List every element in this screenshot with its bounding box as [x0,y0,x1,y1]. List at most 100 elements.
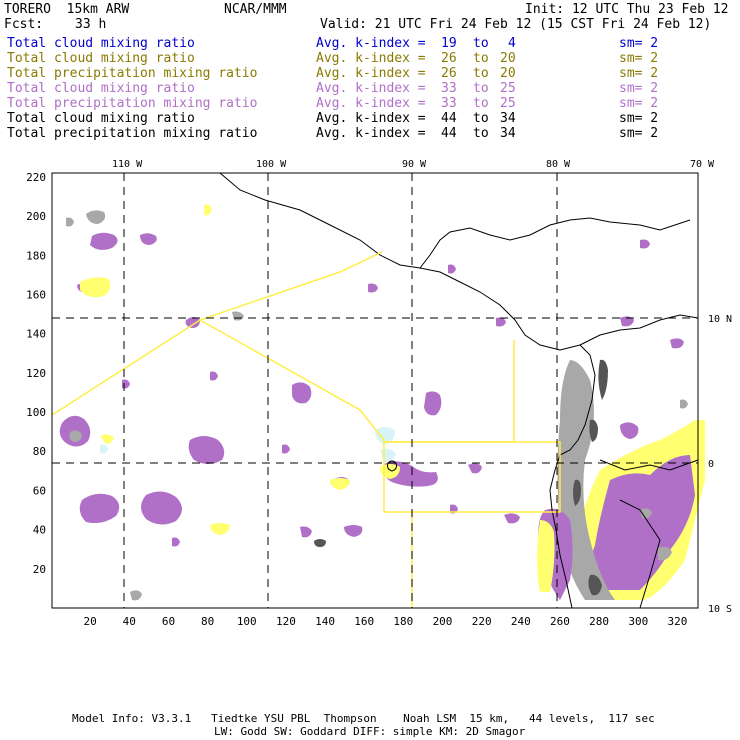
precip-field-south-america [537,360,705,600]
legend-to: to [473,126,489,141]
x-index-label: 60 [162,615,175,628]
legend-field: Total cloud mixing ratio [7,36,195,51]
cloud-cell [188,436,225,464]
precip-cell [330,478,350,490]
cloud-cell [185,317,200,328]
central-america-coast [219,172,581,351]
y-index-label: 200 [26,210,46,223]
legend-field: Total precipitation mixing ratio [7,66,258,81]
yellow-field [537,520,555,592]
lat-labels: 10 N 0 10 S [708,314,732,615]
precip-cell [210,523,230,535]
legend-field: Total cloud mixing ratio [7,81,195,96]
cloud-cell [90,232,118,250]
x-index-label: 180 [393,615,413,628]
x-index-label: 80 [201,615,214,628]
lon-label: 100 W [256,159,287,170]
y-index-labels: 220 200 180 160 140 120 100 80 60 40 20 [26,171,46,576]
cloud-cell [424,391,442,416]
legend-to: to [473,51,489,66]
y-index-label: 100 [26,406,46,419]
legend-to: to [473,111,489,126]
x-index-label: 260 [550,615,570,628]
x-index-label: 280 [589,615,609,628]
cloud-cell [670,338,684,349]
legend-kindex: Avg. k-index = [316,36,426,51]
legend-kindex: Avg. k-index = [316,81,426,96]
cloud-cell [368,283,378,293]
legend-kindex: Avg. k-index = [316,111,426,126]
forecast-hour: 33 h [75,17,107,32]
valid-time: Valid: 21 UTC Fri 24 Feb 12 (15 CST Fri … [320,17,712,32]
legend-high: 25 [500,96,516,111]
high-kindex-field [66,210,688,601]
legend-kindex: Avg. k-index = [316,96,426,111]
legend-smooth: sm= 2 [619,66,659,81]
map-frame [51,172,699,609]
legend-smooth: sm= 2 [619,81,659,96]
y-index-label: 160 [26,288,46,301]
precip-cell [80,277,111,298]
weather-map: 110 W 100 W 90 W 80 W 70 W 10 N 0 10 S 2… [26,159,732,628]
y-index-label: 40 [33,524,46,537]
physics-info: LW: Godd SW: Goddard DIFF: simple KM: 2D… [214,725,526,738]
x-index-label: 200 [433,615,453,628]
legend-low: 19 [441,36,457,51]
gray-cell [69,430,82,442]
legend-high: 34 [500,111,516,126]
init-time: Init: 12 UTC Thu 23 Feb 12 [525,2,729,17]
forecast-label: Fcst: [4,17,44,32]
gray-cell [658,546,672,561]
legend-low: 33 [441,81,457,96]
lon-label: 110 W [112,159,143,170]
legend-low: 33 [441,96,457,111]
org-label: NCAR/MMM [224,2,287,17]
dark-cell [314,539,326,547]
gray-cell [640,508,652,519]
legend-kindex: Avg. k-index = [316,51,426,66]
cloud-cell [448,264,456,274]
legend-high: 20 [500,66,516,81]
legend-high: 4 [508,36,516,51]
domain-line-inner [384,340,515,443]
graticule [52,173,698,608]
galapagos [387,460,397,472]
border-line [619,499,661,609]
legend-kindex: Avg. k-index = [316,126,426,141]
precip-mixing-field [80,204,400,535]
lon-label: 80 W [546,159,571,170]
x-index-labels: 20 40 60 80 100 120 140 160 180 200 220 240 260 280 30… [84,615,688,628]
cyan-cell [375,427,395,444]
legend-field: Total cloud mixing ratio [7,51,195,66]
lat-label: 10 S [708,604,732,615]
y-index-label: 220 [26,171,46,184]
gray-cell [86,210,106,224]
lon-label: 70 W [690,159,715,170]
x-index-label: 100 [237,615,257,628]
legend-field: Total precipitation mixing ratio [7,126,258,141]
cloud-cell [282,444,290,454]
cloud-cell [79,493,120,524]
y-index-label: 120 [26,367,46,380]
cyan-cell [100,444,108,454]
cloud-cell [300,526,312,538]
gray-cell [66,217,74,227]
cloud-cell [344,525,363,537]
cloud-cell [504,513,520,524]
legend-to: to [473,81,489,96]
lon-labels: 110 W 100 W 90 W 80 W 70 W [112,159,715,170]
legend-high: 25 [500,81,516,96]
legend-smooth: sm= 2 [619,111,659,126]
y-index-label: 60 [33,484,46,497]
y-index-label: 180 [26,249,46,262]
y-index-label: 20 [33,563,46,576]
model-info: Model Info: V3.3.1 Tiedtke YSU PBL Thomp… [72,712,655,725]
cloud-cell [140,233,157,245]
model-title: TORERO 15km ARW [4,2,130,17]
legend-smooth: sm= 2 [619,96,659,111]
x-index-label: 20 [84,615,97,628]
dark-cell [588,574,602,596]
y-index-label: 140 [26,328,46,341]
gray-cell [130,590,142,601]
legend-low: 26 [441,51,457,66]
